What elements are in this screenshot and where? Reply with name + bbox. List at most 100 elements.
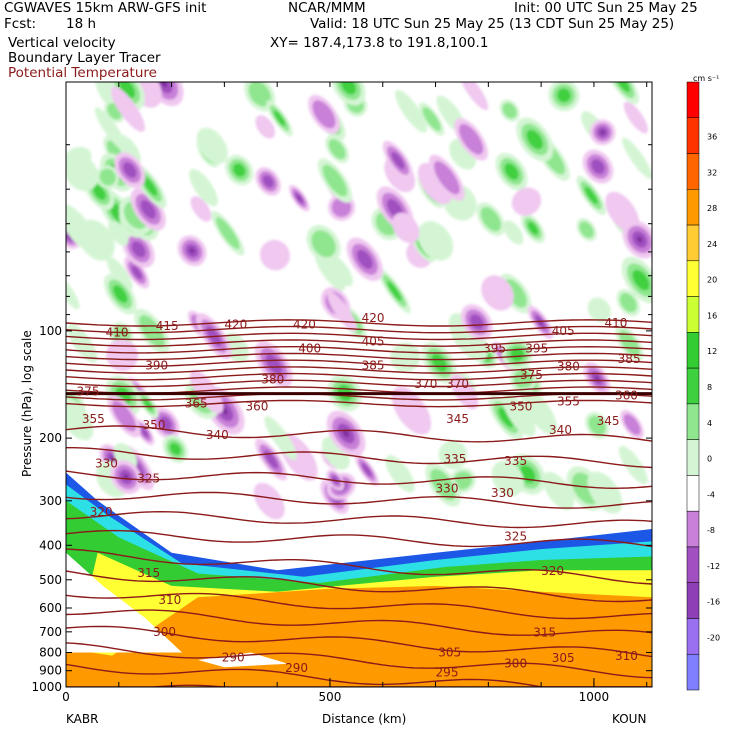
updraft-cell (189, 169, 218, 207)
theta-label: 320 (90, 505, 113, 519)
theta-label: 410 (604, 316, 627, 330)
model-title: CGWAVES 15km ARW-GFS init (4, 0, 207, 16)
x-tick-label: 500 (319, 690, 342, 704)
theta-contour (66, 625, 652, 658)
downdraft-cell (600, 130, 605, 135)
updraft-cell (94, 107, 127, 151)
updraft-cell (480, 207, 501, 232)
colorbar-label: 16 (707, 311, 717, 320)
downdraft-cell (160, 82, 168, 87)
fcst-value: 18 h (66, 16, 97, 32)
theta-contour (66, 366, 652, 374)
theta-label: 420 (293, 318, 316, 332)
downdraft-cell (259, 239, 290, 271)
y-tick-label: 1000 (31, 680, 62, 694)
colorbar-swatch (686, 224, 700, 262)
theta-label: 330 (436, 481, 459, 495)
downdraft-cell (159, 416, 172, 431)
updraft-cell (215, 217, 240, 250)
updraft-cell (431, 353, 448, 372)
downdraft-cell (342, 429, 350, 438)
cross-section-endpoints: XY= 187.4,173.8 to 191.8,100.1 (270, 35, 489, 51)
theta-contour (66, 372, 652, 381)
updraft-cell (510, 347, 525, 362)
updraft-cell (66, 155, 99, 192)
theta-label: 380 (261, 373, 284, 387)
colorbar-swatch (686, 153, 700, 190)
theta-contour (66, 345, 652, 354)
tracer-gap (66, 552, 183, 653)
updraft-cell (453, 471, 473, 490)
theta-contour (66, 425, 652, 443)
x-tick-label: 1000 (579, 690, 610, 704)
theta-label: 315 (533, 626, 556, 640)
updraft-cell (329, 255, 353, 287)
theta-contour (66, 447, 652, 469)
colorbar-label: 32 (707, 168, 717, 177)
updraft-cell (108, 220, 129, 246)
y-tick-label: 200 (39, 431, 62, 445)
updraft-cell (632, 269, 650, 291)
downdraft-cell (112, 400, 137, 432)
updraft-cell (387, 281, 402, 301)
theta-contour (66, 592, 652, 620)
updraft-cell (92, 184, 106, 201)
theta-label: 335 (443, 452, 466, 466)
updraft-cell (587, 471, 623, 514)
theta-label: 350 (509, 399, 532, 413)
colorbar-swatch (686, 618, 700, 655)
theta-contour (66, 510, 652, 529)
colorbar-label: -4 (707, 490, 715, 499)
updraft-cell (504, 163, 519, 180)
potential-temperature-contours: 410 415 420 420 420 405 410 405 400 395 395 390 385 3… (66, 311, 652, 687)
y-axis-title: Pressure (hPa), log scale (20, 330, 34, 477)
theta-contour (66, 642, 652, 679)
downdraft-cell (481, 275, 514, 311)
theta-label: 400 (298, 341, 321, 355)
downdraft-cell (636, 236, 643, 243)
theta-label: 380 (557, 360, 580, 374)
theta-label: 375 (77, 385, 100, 399)
theta-label: 310 (158, 593, 181, 607)
updraft-cell (619, 330, 640, 357)
theta-label: 410 (106, 325, 129, 339)
theta-label: 360 (615, 389, 638, 403)
theta-label: 315 (137, 566, 160, 580)
field-boundary-layer-tracer: Boundary Layer Tracer (8, 50, 161, 66)
colorbar-swatch (686, 439, 700, 476)
theta-label: 345 (446, 412, 469, 426)
theta-contour (66, 684, 652, 687)
updraft-cell (498, 407, 514, 428)
fcst-label: Fcst: (4, 16, 37, 32)
downdraft-cell (591, 159, 605, 175)
theta-label: 370 (414, 377, 437, 391)
updraft-cell (588, 415, 606, 435)
downdraft-cell (253, 482, 285, 520)
field-potential-temperature: Potential Temperature (8, 65, 157, 81)
theta-contour (66, 548, 652, 585)
theta-label: 340 (206, 428, 229, 442)
theta-label: 340 (549, 423, 572, 437)
downdraft-cell (189, 370, 224, 414)
colorbar-label: 8 (707, 383, 712, 392)
theta-label: 375 (520, 368, 543, 382)
downdraft-cell (433, 161, 460, 195)
colorbar-label: 4 (707, 419, 712, 428)
downdraft-cell (262, 175, 274, 188)
colorbar: 36 32 28 24 20 16 12 8 4 0 -4 -8 -12 -16 -20 (686, 81, 720, 691)
theta-contour (66, 359, 652, 367)
theta-label: 405 (362, 334, 385, 348)
theta-label: 395 (483, 341, 506, 355)
init-time: Init: 00 UTC Sun 25 May 25 (514, 0, 698, 16)
theta-label: 355 (557, 395, 580, 409)
updraft-cell (328, 139, 346, 160)
updraft-cell (417, 221, 454, 261)
colorbar-swatch (686, 296, 700, 333)
vertical-velocity-field (66, 82, 652, 520)
colorbar-swatch (686, 582, 700, 619)
updraft-cell (502, 394, 536, 437)
updraft-cell (622, 137, 652, 179)
theta-contour (66, 352, 652, 361)
colorbar-label: 36 (707, 133, 717, 142)
theta-label: 420 (224, 318, 247, 332)
